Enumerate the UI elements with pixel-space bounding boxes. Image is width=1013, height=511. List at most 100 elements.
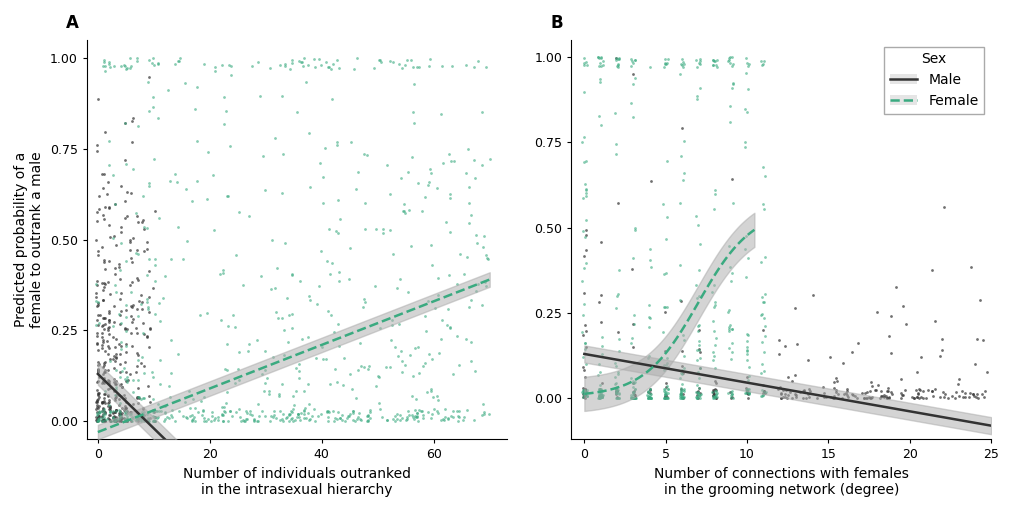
Point (961, 389, 978, 397)
Point (574, 311, 591, 319)
Point (134, 408, 150, 416)
Point (141, 254, 157, 263)
Point (623, 393, 639, 402)
Point (339, 412, 356, 420)
Point (105, 413, 122, 421)
Point (827, 391, 843, 400)
Point (329, 414, 345, 423)
Point (125, 388, 141, 396)
Point (960, 393, 977, 401)
Point (94, 414, 110, 423)
Point (656, 59, 673, 67)
Point (577, 394, 594, 402)
Point (720, 322, 736, 331)
Point (96, 203, 112, 211)
Point (754, 61, 770, 69)
Point (172, 54, 188, 62)
Point (709, 56, 725, 64)
Point (641, 323, 657, 331)
Point (142, 324, 158, 332)
Point (90, 368, 106, 376)
Point (95, 416, 111, 425)
Point (89, 409, 105, 417)
Point (90, 391, 106, 399)
Point (95, 416, 111, 424)
Point (265, 353, 282, 361)
Point (297, 404, 313, 412)
Point (207, 63, 223, 71)
Point (178, 413, 194, 422)
Point (868, 308, 884, 316)
Point (94, 278, 110, 287)
Point (222, 407, 238, 415)
Point (787, 390, 803, 399)
Point (707, 377, 723, 385)
Point (108, 380, 125, 388)
Point (112, 275, 129, 283)
Point (675, 389, 691, 398)
Point (90, 389, 106, 398)
Point (119, 414, 135, 422)
Point (101, 60, 118, 68)
Point (893, 394, 910, 403)
Point (107, 406, 124, 414)
Point (113, 288, 130, 296)
Point (331, 413, 347, 422)
Point (382, 190, 398, 198)
Point (118, 160, 134, 168)
Point (96, 283, 112, 291)
Point (95, 361, 111, 369)
Point (107, 414, 124, 423)
Point (105, 333, 122, 341)
Point (100, 344, 116, 352)
Point (389, 414, 405, 423)
Point (382, 226, 398, 234)
Point (145, 103, 161, 111)
Point (111, 295, 128, 303)
Point (626, 56, 642, 64)
Point (147, 207, 163, 215)
Point (659, 385, 676, 393)
Point (112, 407, 129, 415)
Point (934, 335, 950, 343)
Point (122, 410, 138, 419)
Point (291, 57, 307, 65)
Point (692, 391, 708, 399)
Point (88, 405, 104, 413)
Point (576, 389, 593, 397)
Point (594, 392, 610, 401)
Point (844, 390, 860, 398)
Point (473, 411, 489, 420)
Point (594, 391, 610, 399)
Point (100, 402, 116, 410)
Point (720, 57, 736, 65)
Point (135, 319, 151, 328)
Point (674, 391, 690, 400)
Point (594, 392, 610, 400)
Point (859, 387, 875, 396)
Point (706, 389, 722, 398)
Point (112, 345, 129, 354)
Point (147, 277, 163, 285)
Point (640, 354, 656, 362)
Point (404, 371, 420, 380)
Point (705, 348, 721, 356)
Point (672, 374, 688, 382)
Point (161, 177, 177, 185)
Point (723, 62, 739, 71)
Point (221, 61, 237, 69)
Point (89, 302, 105, 310)
Point (972, 295, 989, 304)
Point (215, 417, 231, 425)
Point (254, 152, 270, 160)
Point (673, 385, 689, 393)
Point (147, 416, 163, 425)
Point (183, 416, 200, 424)
Point (375, 225, 391, 233)
Point (112, 319, 129, 328)
Point (111, 409, 128, 417)
Point (90, 364, 106, 373)
Point (95, 374, 111, 382)
Point (296, 406, 312, 414)
Point (624, 57, 640, 65)
